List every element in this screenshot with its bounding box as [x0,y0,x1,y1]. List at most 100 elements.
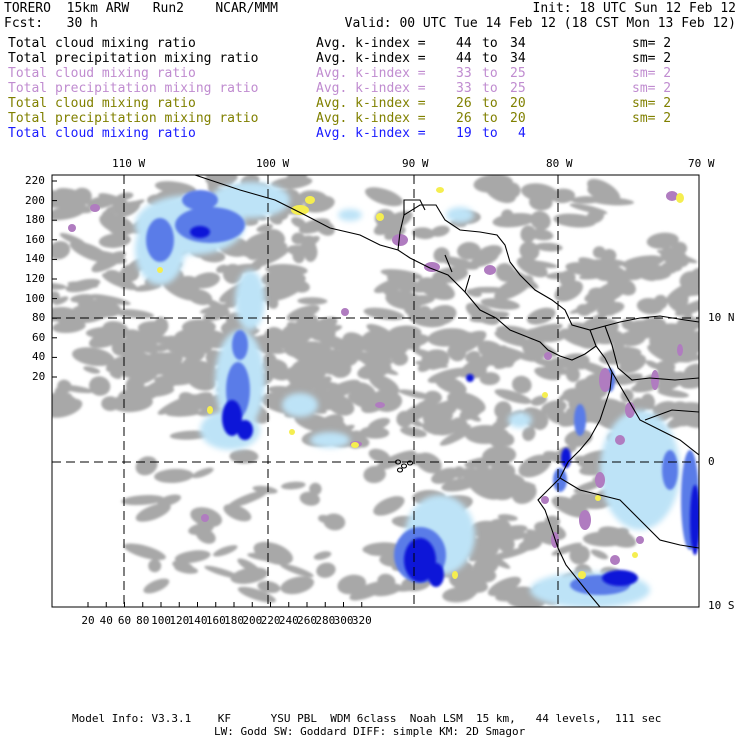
legend-kindex-from: 26 [456,96,472,111]
legend-kindex-from: 44 [456,36,472,51]
purple-precip-cell [392,234,408,246]
gray-cloud-cell [587,178,621,203]
gray-cloud-cell [204,298,229,312]
peru-border [559,477,699,549]
grid-col-tick-label: 140 [187,614,208,627]
gray-cloud-cell [173,328,211,349]
purple-precip-cell [375,402,385,408]
grid-col-tick-label: 200 [242,614,263,627]
dark-blue-cloud [404,538,436,582]
andes-border [644,409,699,421]
light-blue-cloud [338,209,362,221]
light-blue-cloud [282,393,318,417]
init-time: Init: 18 UTC Sun 12 Feb 12 [532,1,737,16]
legend-field-name: Total cloud mixing ratio [8,96,196,111]
purple-precip-cell [595,472,605,488]
gray-cloud-cell [363,465,386,484]
gray-cloud-cell [316,333,354,352]
gray-cloud-cell [70,304,113,324]
gray-cloud-cell [397,401,435,425]
gray-cloud-cell [646,232,679,249]
gray-cloud-cell [319,350,351,372]
ecuador-peru-border [611,371,699,456]
gray-cloud-cell [362,542,402,556]
gray-cloud-cell [59,233,86,246]
legend-kindex-label: Avg. k-index = [316,96,426,111]
legend-smoothing: sm= 2 [632,51,672,66]
gray-cloud-cell [308,325,343,338]
longitude-label: 100 W [256,157,290,170]
gray-cloud-cell [657,389,689,398]
gray-cloud-cell [641,393,655,411]
gray-cloud-cell [558,388,579,402]
legend-kindex-label: Avg. k-index = [316,126,426,141]
legend-kindex-from: 19 [456,126,472,141]
galapagos-island [406,460,414,466]
gray-cloud-cell [495,263,516,282]
gray-cloud-cell [386,333,430,350]
gray-cloud-cell [154,343,169,352]
gray-cloud-cell [286,305,320,321]
gray-cloud-cell [400,426,427,438]
longitude-label: 90 W [402,157,429,170]
longitude-label: 80 W [546,157,573,170]
cloud-field-dark-blue [190,226,699,587]
gray-cloud-cell [89,376,111,396]
gray-cloud-cell [297,297,328,305]
gray-cloud-cell [494,275,534,301]
gray-cloud-cell [587,318,619,338]
gray-cloud-cell [223,504,252,522]
grid-row-tick-label: 40 [32,350,46,364]
gray-cloud-cell [191,467,214,479]
gray-cloud-cell [351,351,393,366]
gray-cloud-cell [148,559,162,573]
gray-cloud-cell [287,372,313,389]
gray-cloud-cell [368,374,400,395]
gray-cloud-cell [530,211,551,230]
grid-col-tick-label: 260 [297,614,317,627]
light-blue-cloud [508,412,532,428]
gray-cloud-cell [488,428,511,448]
gray-cloud-cell [551,542,582,556]
yellow-precip-cell [542,392,548,398]
gray-cloud-cell [269,214,283,225]
yellow-precip-cell [436,187,444,193]
gray-cloud-cell [298,218,331,234]
gray-cloud-cell [530,395,548,406]
gray-cloud-cell [585,258,626,268]
grid-col-tick-label: 120 [169,614,190,627]
legend-row: Total cloud mixing ratio Avg. k-index = 33… [8,66,728,81]
grid-row-tick-label: 20 [32,370,46,383]
legend-kindex-to: to [482,81,498,96]
gray-cloud-cell [581,311,610,328]
gray-cloud-cell [55,200,92,214]
dark-blue-cloud [602,570,638,586]
gray-cloud-cell [661,261,683,272]
gray-cloud-cell [459,354,495,378]
gray-cloud-cell [342,332,367,353]
legend-kindex-label: Avg. k-index = [316,36,426,51]
grid-col-tick-label: 40 [99,614,113,627]
gray-cloud-cell [187,370,217,391]
gray-cloud-cell [465,350,481,363]
valid-time: Valid: 00 UTC Tue 14 Feb 12 (18 CST Mon … [344,16,736,31]
legend-kindex-to-value: 20 [510,96,526,111]
yellow-precip-cell [376,213,384,221]
grid-col-tick-label: 320 [351,614,372,627]
longitude-label: 70 W [688,157,715,170]
gray-cloud-cell [52,291,60,304]
legend-kindex-label: Avg. k-index = [316,66,426,81]
gray-cloud-cell [213,545,238,557]
gray-cloud-cell [511,375,532,394]
grid-row-tick-label: 180 [25,213,45,227]
legend-kindex-to-value: 34 [510,51,526,66]
gray-cloud-cell [383,282,399,296]
light-blue-cloud [210,182,290,218]
legend-kindex-to: to [482,36,498,51]
forecast-hour: Fcst: 30 h [4,16,98,31]
gray-cloud-cell [475,464,492,483]
gray-cloud-cell [409,281,432,293]
gray-cloud-cell [612,339,625,353]
gray-cloud-cell [616,349,633,360]
gray-cloud-cell [141,379,167,396]
